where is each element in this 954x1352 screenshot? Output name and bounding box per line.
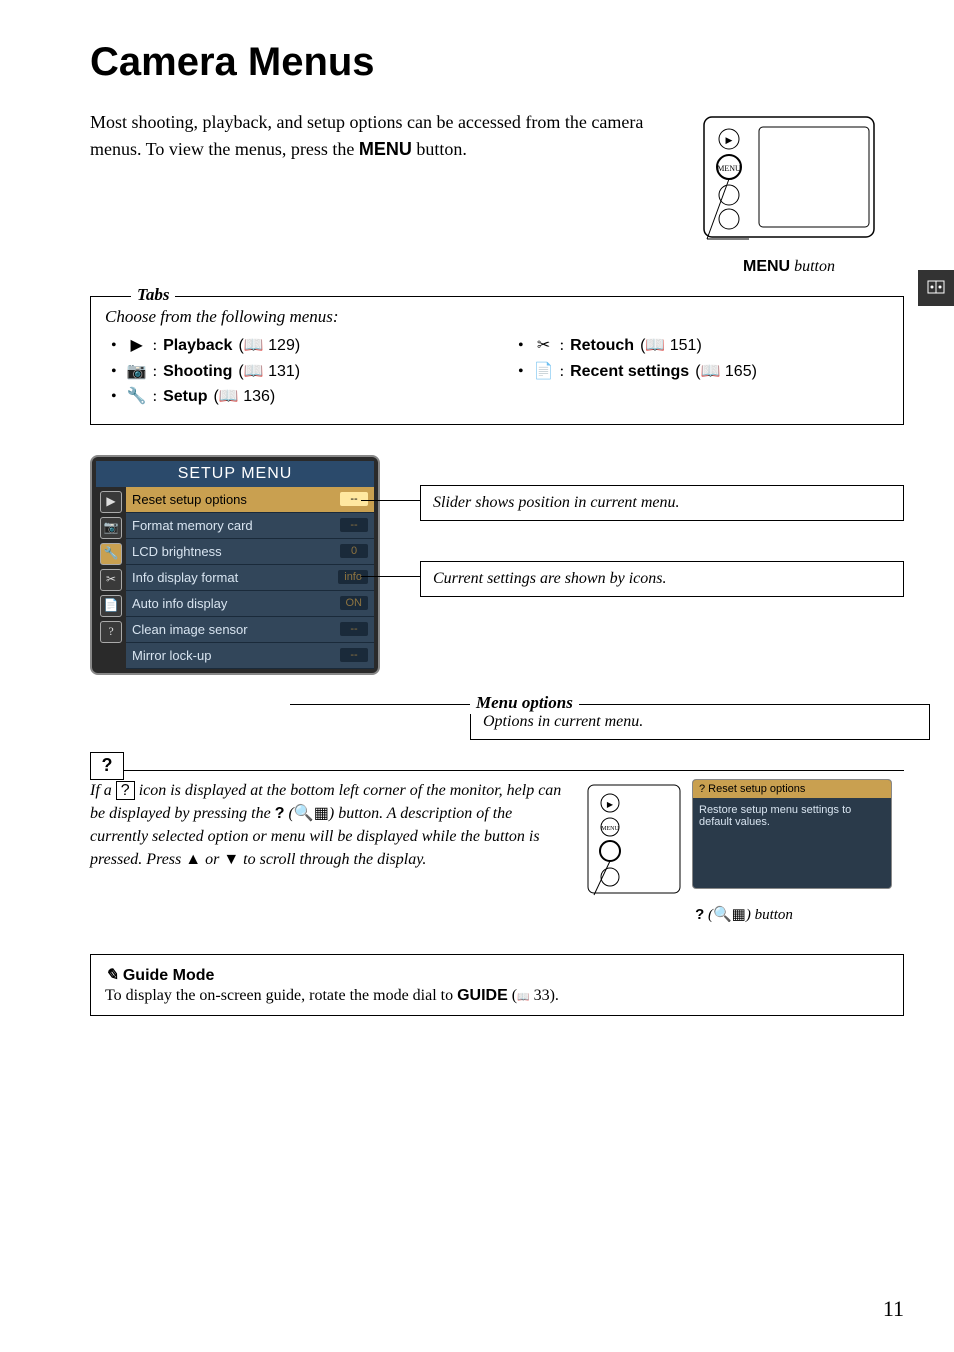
tabs-intro: Choose from the following menus: — [105, 307, 889, 327]
setup-menu-item: Mirror lock-up-- — [126, 643, 374, 669]
tabs-section: Tabs Choose from the following menus: •▶… — [90, 296, 904, 425]
help-illustration: ▶ MENU ? Reset setup options Restore set… — [584, 779, 904, 924]
sidebar-tab-icon: ▶ — [100, 491, 122, 513]
guide-mode-body: To display the on-screen guide, rotate t… — [105, 987, 889, 1005]
help-icon: ? — [90, 752, 124, 780]
help-section: ? If a ? icon is displayed at the bottom… — [90, 770, 904, 924]
menu-label: MENU — [359, 139, 412, 159]
slider-callout: Slider shows position in current menu. — [420, 485, 904, 521]
help-text: If a ? icon is displayed at the bottom l… — [90, 779, 570, 924]
svg-text:▶: ▶ — [607, 800, 614, 809]
sidebar-tab-icon: ✂ — [100, 569, 122, 591]
tabs-right-column: •✂: Retouch (📖 151)•📄: Recent settings (… — [512, 333, 889, 410]
side-tab-icon — [918, 270, 954, 306]
setup-menu-item: Format memory card-- — [126, 513, 374, 539]
setup-menu-header: SETUP MENU — [96, 461, 374, 487]
tabs-label: Tabs — [131, 285, 175, 305]
tab-menu-item: •🔧: Setup (📖 136) — [111, 384, 482, 410]
guide-mode-box: ✎ Guide Mode To display the on-screen gu… — [90, 954, 904, 1016]
svg-text:MENU: MENU — [601, 826, 619, 832]
sidebar-tab-icon: 📷 — [100, 517, 122, 539]
sidebar-tab-icon: ? — [100, 621, 122, 643]
setup-menu-item: Clean image sensor-- — [126, 617, 374, 643]
svg-text:MENU: MENU — [717, 164, 741, 173]
setup-menu-item: Reset setup options-- — [126, 487, 374, 513]
help-popup-header: ? Reset setup options — [693, 780, 891, 798]
sidebar-tab-icon: 🔧 — [100, 543, 122, 565]
guide-mode-title: ✎ Guide Mode — [105, 965, 889, 985]
menu-button-caption: MENU button — [674, 258, 904, 276]
intro-text: Most shooting, playback, and setup optio… — [90, 109, 654, 276]
page-title: Camera Menus — [90, 40, 904, 85]
setup-menu-screenshot: SETUP MENU ▶ 📷 🔧 ✂ 📄? Reset setup options--F… — [90, 455, 380, 675]
sidebar-tab-icon: 📄 — [100, 595, 122, 617]
camera-back-illustration: ▶ MENU — [699, 109, 879, 249]
tab-menu-item: •▶: Playback (📖 129) — [111, 333, 482, 359]
setup-menu-item: LCD brightness0 — [126, 539, 374, 565]
menu-options-label: Menu options — [470, 693, 579, 714]
tab-menu-item: •✂: Retouch (📖 151) — [518, 333, 889, 359]
help-popup-body: Restore setup menu settings to default v… — [693, 798, 891, 888]
tab-menu-item: •📷: Shooting (📖 131) — [111, 359, 482, 385]
help-caption: ? (🔍▦) button — [584, 905, 904, 924]
setup-list: Reset setup options--Format memory card-… — [126, 487, 374, 669]
svg-text:▶: ▶ — [726, 135, 733, 145]
tabs-left-column: •▶: Playback (📖 129)•📷: Shooting (📖 131)… — [105, 333, 482, 410]
icons-callout: Current settings are shown by icons. — [420, 561, 904, 597]
tab-menu-item: •📄: Recent settings (📖 165) — [518, 359, 889, 385]
help-popup: ? Reset setup options Restore setup menu… — [692, 779, 892, 889]
setup-sidebar: ▶ 📷 🔧 ✂ 📄? — [96, 487, 126, 669]
setup-menu-item: Auto info displayON — [126, 591, 374, 617]
page-number: 11 — [883, 1296, 904, 1322]
setup-menu-item: Info display formatinfo — [126, 565, 374, 591]
